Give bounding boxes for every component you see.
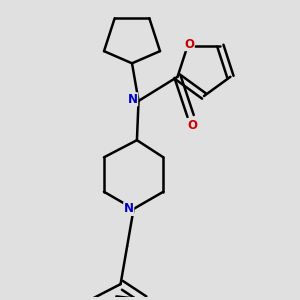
Text: O: O bbox=[184, 38, 194, 51]
Text: N: N bbox=[124, 202, 134, 215]
Text: N: N bbox=[128, 93, 138, 106]
Text: O: O bbox=[187, 119, 197, 132]
